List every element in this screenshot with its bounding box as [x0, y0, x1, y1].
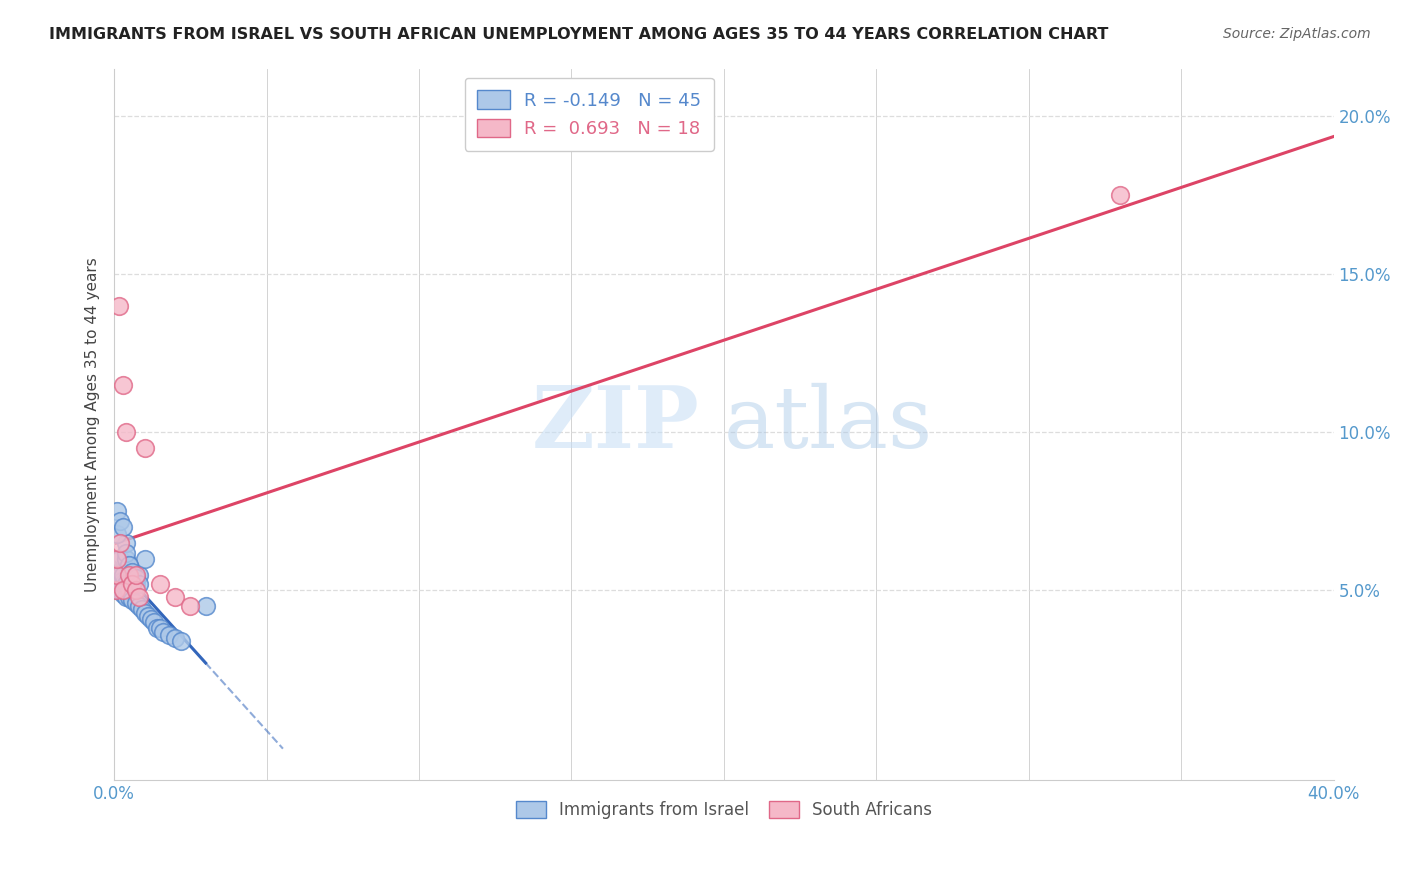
Point: [112, 520, 135, 534]
Point: [110, 583, 132, 598]
Point: [110, 552, 132, 566]
Point: [131, 602, 153, 616]
Point: [112, 587, 135, 601]
Point: [146, 622, 169, 636]
Point: [179, 599, 201, 614]
Point: [111, 574, 134, 588]
Point: [105, 552, 128, 566]
Point: [105, 526, 128, 541]
Point: [107, 577, 129, 591]
Point: [165, 631, 187, 645]
Point: [118, 583, 141, 598]
Point: [118, 558, 141, 573]
Point: [112, 583, 135, 598]
Y-axis label: Unemployment Among Ages 35 to 44 years: Unemployment Among Ages 35 to 44 years: [86, 257, 100, 591]
Point: [115, 590, 138, 604]
Point: [170, 634, 193, 648]
Legend: Immigrants from Israel, South Africans: Immigrants from Israel, South Africans: [509, 794, 939, 825]
Point: [104, 580, 127, 594]
Point: [1109, 188, 1132, 202]
Point: [115, 425, 138, 440]
Point: [124, 583, 146, 598]
Point: [115, 577, 138, 591]
Point: [110, 567, 132, 582]
Point: [121, 593, 143, 607]
Point: [124, 567, 146, 582]
Point: [105, 504, 128, 518]
Text: ZIP: ZIP: [531, 383, 700, 467]
Point: [194, 599, 217, 614]
Point: [112, 377, 135, 392]
Point: [134, 552, 156, 566]
Point: [149, 622, 172, 636]
Point: [128, 590, 150, 604]
Point: [107, 299, 129, 313]
Point: [157, 628, 180, 642]
Point: [110, 514, 132, 528]
Point: [128, 577, 150, 591]
Point: [124, 577, 146, 591]
Point: [115, 536, 138, 550]
Point: [118, 567, 141, 582]
Point: [112, 567, 135, 582]
Point: [112, 577, 135, 591]
Text: IMMIGRANTS FROM ISRAEL VS SOUTH AFRICAN UNEMPLOYMENT AMONG AGES 35 TO 44 YEARS C: IMMIGRANTS FROM ISRAEL VS SOUTH AFRICAN …: [49, 27, 1108, 42]
Point: [128, 599, 150, 614]
Point: [134, 441, 156, 455]
Point: [121, 577, 143, 591]
Point: [105, 583, 128, 598]
Point: [152, 624, 174, 639]
Point: [124, 571, 146, 585]
Point: [128, 567, 150, 582]
Point: [121, 567, 143, 582]
Point: [118, 590, 141, 604]
Point: [105, 567, 128, 582]
Text: Source: ZipAtlas.com: Source: ZipAtlas.com: [1223, 27, 1371, 41]
Point: [139, 612, 162, 626]
Point: [104, 583, 127, 598]
Point: [118, 558, 141, 573]
Point: [134, 606, 156, 620]
Point: [165, 590, 187, 604]
Point: [149, 577, 172, 591]
Point: [121, 565, 143, 579]
Point: [136, 608, 159, 623]
Point: [115, 545, 138, 559]
Point: [142, 615, 165, 629]
Point: [115, 552, 138, 566]
Point: [110, 536, 132, 550]
Text: atlas: atlas: [724, 383, 934, 466]
Point: [124, 596, 146, 610]
